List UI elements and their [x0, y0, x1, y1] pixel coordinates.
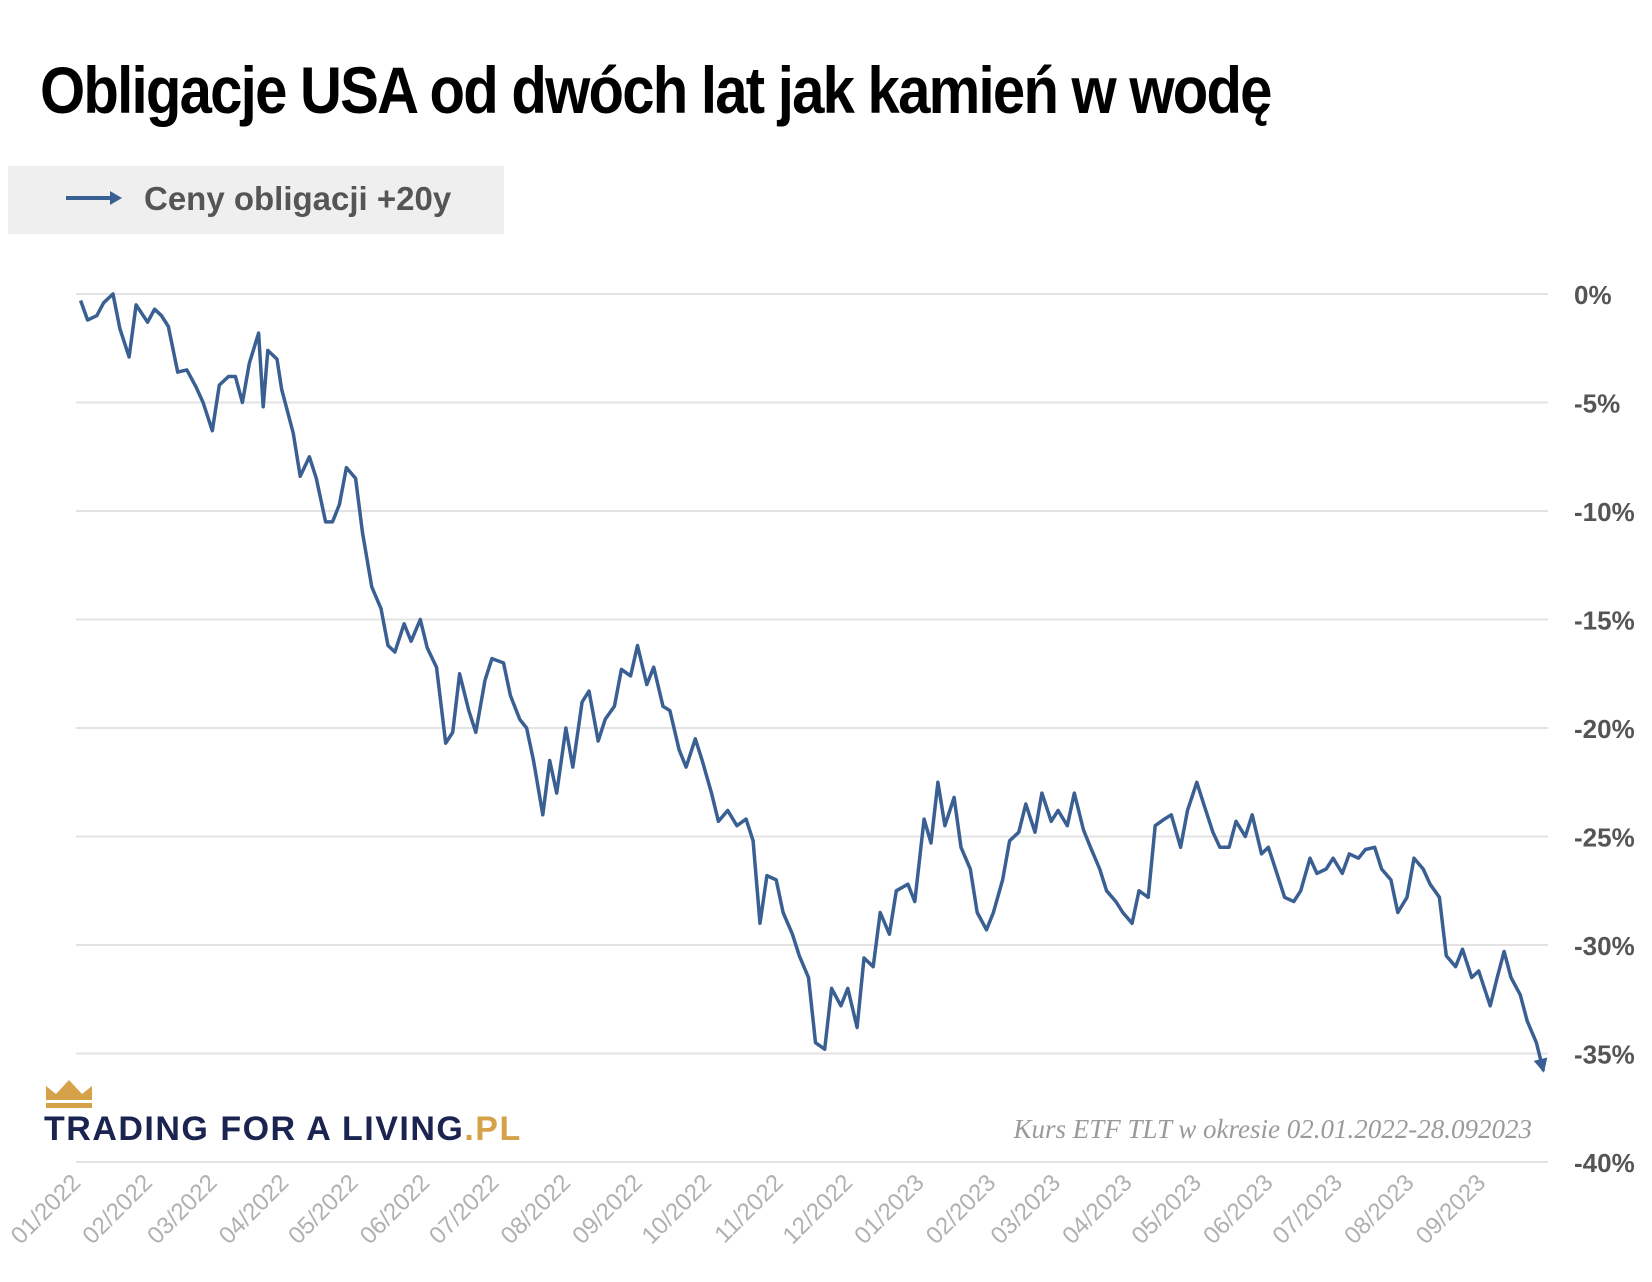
x-tick-label: 05/2023 — [1127, 1169, 1207, 1249]
x-tick-label: 12/2022 — [778, 1169, 858, 1249]
y-tick-label: -20% — [1574, 714, 1635, 744]
crown-logo-icon — [46, 1080, 92, 1108]
y-tick-label: -35% — [1574, 1040, 1635, 1070]
x-tick-label: 05/2022 — [283, 1169, 363, 1249]
series-end-arrow-icon — [1533, 1057, 1548, 1073]
brand-suffix: .PL — [464, 1110, 522, 1148]
y-tick-label: -10% — [1574, 497, 1635, 527]
x-tick-label: 04/2022 — [214, 1169, 294, 1249]
x-tick-label: 11/2022 — [710, 1169, 789, 1248]
x-tick-label: 01/2023 — [849, 1169, 929, 1249]
chart-legend: Ceny obligacji +20y — [8, 166, 504, 234]
x-tick-label: 02/2023 — [921, 1169, 1001, 1249]
x-tick-label: 09/2022 — [567, 1169, 647, 1249]
x-tick-label: 10/2022 — [637, 1169, 717, 1249]
y-tick-label: -5% — [1574, 389, 1620, 419]
x-tick-label: 03/2022 — [142, 1169, 222, 1249]
legend-arrow-icon — [66, 191, 122, 205]
chart-series — [78, 292, 1548, 1073]
x-tick-label: 02/2022 — [77, 1169, 157, 1249]
x-tick-label: 08/2022 — [496, 1169, 576, 1249]
x-tick-label: 07/2023 — [1268, 1169, 1348, 1249]
x-tick-label: 06/2022 — [355, 1169, 435, 1249]
y-axis-tick-labels: 0% -5% -10% -15% -20% -25% -30% -35% -40% — [1574, 280, 1635, 1178]
x-axis-tick-labels: 01/202202/202203/202204/202205/202206/20… — [6, 1169, 1491, 1249]
x-tick-label: 01/2022 — [6, 1169, 86, 1249]
y-tick-label: -25% — [1574, 823, 1635, 853]
x-tick-label: 08/2023 — [1339, 1169, 1419, 1249]
brand-logo-text: TRADING FOR A LIVING.PL — [44, 1110, 522, 1149]
source-note: Kurs ETF TLT w okresie 02.01.2022-28.092… — [1013, 1114, 1532, 1144]
y-tick-label: 0% — [1574, 280, 1612, 310]
y-tick-label: -30% — [1574, 931, 1635, 961]
legend-label: Ceny obligacji +20y — [144, 180, 452, 217]
y-tick-label: -40% — [1574, 1148, 1635, 1178]
x-tick-label: 03/2023 — [986, 1169, 1066, 1249]
brand-name: TRADING FOR A LIVING — [44, 1110, 465, 1148]
x-tick-label: 04/2023 — [1057, 1169, 1137, 1249]
series-line — [78, 292, 1546, 1072]
chart-grid — [76, 293, 1548, 1163]
x-tick-label: 06/2023 — [1198, 1169, 1278, 1249]
x-tick-label: 09/2023 — [1411, 1169, 1491, 1249]
x-tick-label: 07/2022 — [424, 1169, 504, 1249]
page-title: Obligacje USA od dwóch lat jak kamień w … — [40, 53, 1272, 127]
y-tick-label: -15% — [1574, 606, 1635, 636]
